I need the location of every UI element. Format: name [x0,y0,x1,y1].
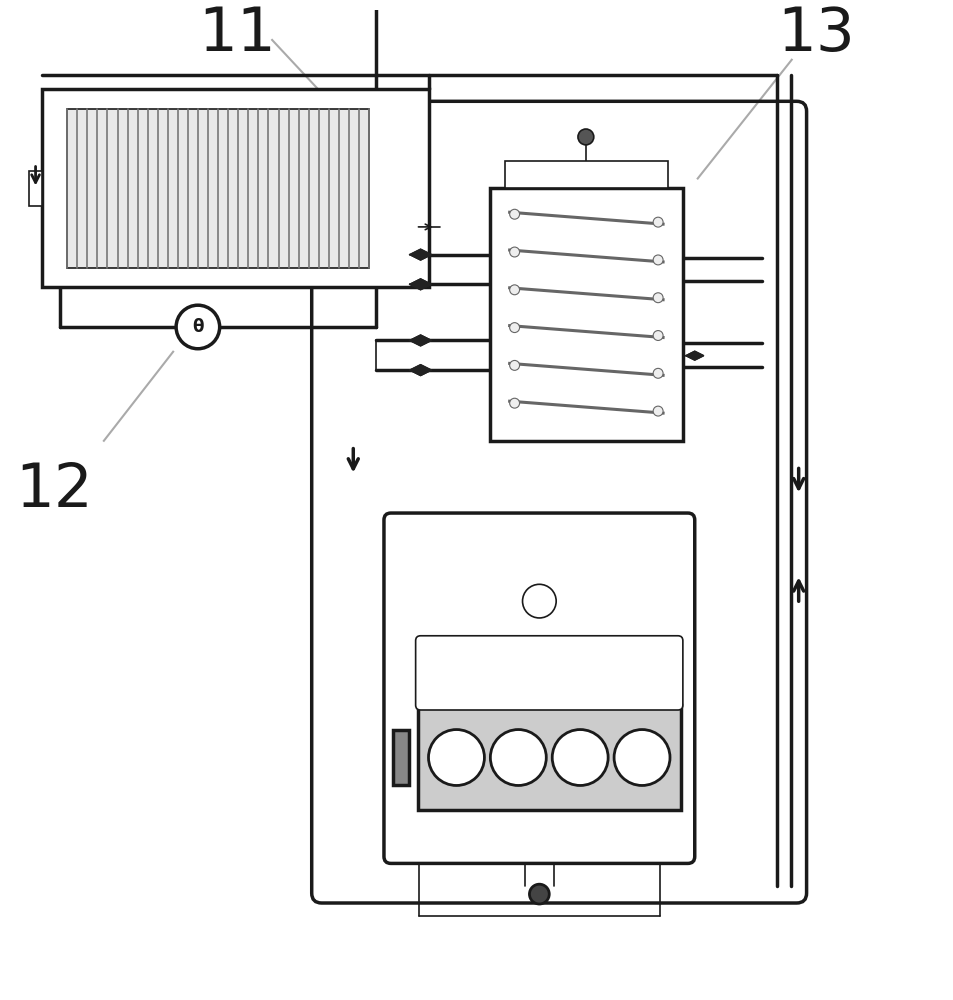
Circle shape [490,730,546,785]
Polygon shape [409,249,431,260]
Circle shape [653,217,662,227]
Text: 12: 12 [15,461,93,520]
Circle shape [552,730,607,785]
Bar [29,171,43,206]
Circle shape [428,730,484,785]
Polygon shape [409,335,431,346]
Circle shape [653,406,662,416]
Circle shape [522,584,556,618]
Circle shape [509,285,519,295]
Circle shape [529,884,549,904]
Circle shape [614,730,669,785]
Circle shape [653,331,662,340]
Circle shape [653,368,662,378]
Circle shape [509,209,519,219]
Polygon shape [685,351,703,360]
Text: 11: 11 [198,5,276,64]
Circle shape [509,398,519,408]
Bar [43,89,428,287]
Circle shape [653,255,662,265]
Bar [393,730,408,785]
Polygon shape [409,365,431,376]
Bar [67,109,369,268]
Circle shape [509,360,519,370]
Circle shape [509,323,519,333]
Circle shape [176,305,219,349]
FancyBboxPatch shape [383,513,694,863]
Bar [489,188,682,441]
Circle shape [509,247,519,257]
Bar [504,161,667,188]
FancyBboxPatch shape [416,636,682,710]
Text: θ: θ [192,318,203,336]
Text: 13: 13 [777,5,855,64]
Bar [417,705,680,810]
Polygon shape [409,279,431,290]
Circle shape [653,293,662,303]
Circle shape [578,129,593,145]
